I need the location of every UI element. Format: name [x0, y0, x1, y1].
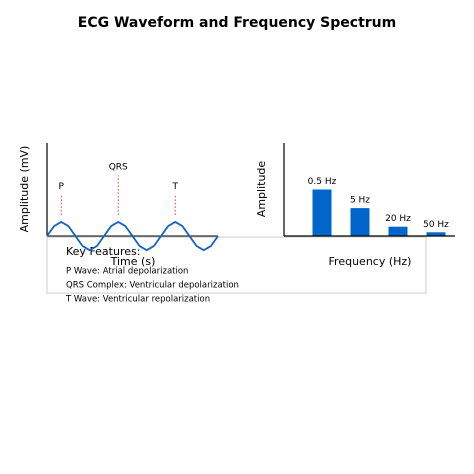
bar-label: 50 Hz — [423, 220, 449, 230]
legend-item: P Wave: Atrial depolarization — [66, 267, 188, 277]
annotation-label: T — [172, 182, 179, 192]
legend-item: QRS Complex: Ventricular depolarization — [66, 281, 239, 291]
figure-title: ECG Waveform and Frequency Spectrum — [78, 15, 396, 31]
bar — [312, 189, 332, 236]
y-axis-label: Amplitude (mV) — [18, 146, 31, 233]
bar-label: 0.5 Hz — [308, 177, 337, 187]
annotation-label: QRS — [109, 162, 128, 172]
bar — [388, 226, 408, 236]
x-axis-label: Frequency (Hz) — [329, 255, 412, 268]
y-axis-label: Amplitude — [255, 161, 268, 218]
bar — [426, 232, 446, 236]
ecg-line — [46, 220, 219, 252]
bar-label: 5 Hz — [350, 196, 370, 206]
annotation-label: P — [59, 182, 65, 192]
bar — [350, 208, 370, 236]
legend-item: T Wave: Ventricular repolarization — [65, 295, 210, 305]
x-axis-label: Time (s) — [110, 255, 156, 268]
legend-box — [46, 236, 427, 294]
bar-label: 20 Hz — [385, 214, 411, 224]
